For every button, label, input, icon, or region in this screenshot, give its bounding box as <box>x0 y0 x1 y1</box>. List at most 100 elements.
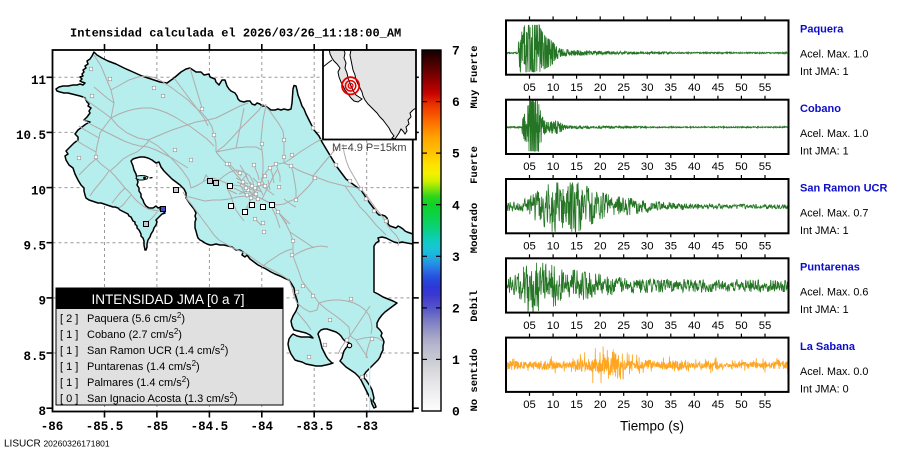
svg-text:40: 40 <box>688 82 701 94</box>
svg-text:Paquera: Paquera <box>800 24 844 36</box>
svg-text:3: 3 <box>452 250 460 265</box>
svg-text:45: 45 <box>712 241 725 253</box>
svg-text:Acel. Max. 1.0: Acel. Max. 1.0 <box>800 128 868 140</box>
svg-text:15: 15 <box>570 320 583 332</box>
svg-text:05: 05 <box>523 399 536 411</box>
svg-text:-85: -85 <box>146 420 169 434</box>
svg-text:Int JMA: 0: Int JMA: 0 <box>800 383 849 395</box>
svg-text:25: 25 <box>617 82 630 94</box>
svg-text:55: 55 <box>759 241 772 253</box>
svg-text:55: 55 <box>759 399 772 411</box>
svg-text:05: 05 <box>523 161 536 173</box>
svg-text:05: 05 <box>523 320 536 332</box>
svg-text:30: 30 <box>641 399 654 411</box>
svg-text:10: 10 <box>547 82 560 94</box>
svg-text:Int JMA: 1: Int JMA: 1 <box>800 66 849 78</box>
svg-text:20: 20 <box>594 82 607 94</box>
svg-text:45: 45 <box>712 399 725 411</box>
svg-text:35: 35 <box>665 161 678 173</box>
svg-text:Intensidad calculada el 2026/0: Intensidad calculada el 2026/03/26_11:18… <box>70 27 401 41</box>
svg-text:15: 15 <box>570 241 583 253</box>
svg-text:8.5: 8.5 <box>23 350 46 364</box>
svg-text:05: 05 <box>523 241 536 253</box>
svg-text:30: 30 <box>641 82 654 94</box>
svg-text:Int JMA: 1: Int JMA: 1 <box>800 225 849 237</box>
svg-text:-84.5: -84.5 <box>191 420 229 434</box>
svg-text:Paquera (5.6 cm/s2): Paquera (5.6 cm/s2) <box>87 311 185 325</box>
svg-text:-83.5: -83.5 <box>295 420 333 434</box>
svg-text:45: 45 <box>712 320 725 332</box>
svg-text:55: 55 <box>759 320 772 332</box>
svg-text:20: 20 <box>594 320 607 332</box>
svg-text:10: 10 <box>547 241 560 253</box>
svg-text:[ 1 ]: [ 1 ] <box>60 361 78 373</box>
svg-text:45: 45 <box>712 82 725 94</box>
svg-text:35: 35 <box>665 82 678 94</box>
svg-text:[ 0 ]: [ 0 ] <box>60 393 78 405</box>
svg-text:5: 5 <box>452 147 460 162</box>
svg-text:25: 25 <box>617 320 630 332</box>
svg-text:[ 1 ]: [ 1 ] <box>60 329 78 341</box>
svg-text:-83: -83 <box>355 420 378 434</box>
svg-text:Palmares (1.4 cm/s2): Palmares (1.4 cm/s2) <box>87 375 190 389</box>
svg-text:Cobano: Cobano <box>800 103 841 115</box>
svg-text:6: 6 <box>452 95 460 110</box>
svg-text:45: 45 <box>712 161 725 173</box>
svg-text:40: 40 <box>688 320 701 332</box>
svg-text:30: 30 <box>641 320 654 332</box>
svg-text:25: 25 <box>617 241 630 253</box>
svg-text:San Ignacio Acosta (1.3 cm/s2): San Ignacio Acosta (1.3 cm/s2) <box>87 391 238 405</box>
svg-text:9: 9 <box>38 295 46 309</box>
svg-text:50: 50 <box>735 399 748 411</box>
svg-text:05: 05 <box>523 82 536 94</box>
svg-text:30: 30 <box>641 241 654 253</box>
svg-text:[ 1 ]: [ 1 ] <box>60 377 78 389</box>
svg-text:35: 35 <box>665 320 678 332</box>
svg-text:Puntarenas (1.4 cm/s2): Puntarenas (1.4 cm/s2) <box>87 359 200 373</box>
svg-text:INTENSIDAD JMA [0 a 7]: INTENSIDAD JMA [0 a 7] <box>91 292 244 307</box>
svg-text:40: 40 <box>688 399 701 411</box>
svg-text:25: 25 <box>617 161 630 173</box>
svg-text:M=4.9 P=15km: M=4.9 P=15km <box>332 142 407 154</box>
svg-text:-85.5: -85.5 <box>86 420 124 434</box>
svg-text:San Ramon UCR: San Ramon UCR <box>800 182 887 194</box>
svg-text:20: 20 <box>594 161 607 173</box>
svg-text:La Sabana: La Sabana <box>800 341 856 353</box>
svg-text:15: 15 <box>570 82 583 94</box>
svg-text:[ 2 ]: [ 2 ] <box>60 313 78 325</box>
svg-text:40: 40 <box>688 241 701 253</box>
svg-text:Acel. Max. 0.0: Acel. Max. 0.0 <box>800 366 868 378</box>
svg-text:20: 20 <box>594 399 607 411</box>
svg-text:4: 4 <box>452 198 460 213</box>
svg-text:10: 10 <box>547 399 560 411</box>
svg-text:Acel. Max. 0.7: Acel. Max. 0.7 <box>800 207 868 219</box>
svg-text:Debil: Debil <box>469 290 481 322</box>
svg-text:50: 50 <box>735 161 748 173</box>
svg-text:10.5: 10.5 <box>16 129 46 143</box>
svg-text:Fuerte: Fuerte <box>469 146 481 184</box>
svg-text:10: 10 <box>547 320 560 332</box>
svg-text:10: 10 <box>547 161 560 173</box>
svg-text:Moderado: Moderado <box>469 203 481 253</box>
svg-text:0: 0 <box>452 405 460 420</box>
svg-text:[ 1 ]: [ 1 ] <box>60 345 78 357</box>
svg-text:7: 7 <box>452 44 460 59</box>
svg-text:50: 50 <box>735 241 748 253</box>
svg-text:Tiempo (s): Tiempo (s) <box>620 419 684 434</box>
svg-text:1: 1 <box>452 353 460 368</box>
svg-text:40: 40 <box>688 161 701 173</box>
svg-text:35: 35 <box>665 241 678 253</box>
svg-text:2: 2 <box>452 302 460 317</box>
svg-text:50: 50 <box>735 82 748 94</box>
svg-text:No sentido: No sentido <box>469 348 481 411</box>
svg-text:LISUCR 20260326171801: LISUCR 20260326171801 <box>4 439 110 450</box>
svg-text:-86: -86 <box>41 420 64 434</box>
svg-text:Cobano (2.7 cm/s2): Cobano (2.7 cm/s2) <box>87 327 182 341</box>
svg-text:10: 10 <box>31 184 46 198</box>
svg-text:Int JMA: 1: Int JMA: 1 <box>800 146 849 158</box>
svg-text:Puntarenas: Puntarenas <box>800 262 860 274</box>
svg-text:20: 20 <box>594 241 607 253</box>
svg-text:-84: -84 <box>251 420 274 434</box>
svg-text:55: 55 <box>759 161 772 173</box>
svg-text:35: 35 <box>665 399 678 411</box>
